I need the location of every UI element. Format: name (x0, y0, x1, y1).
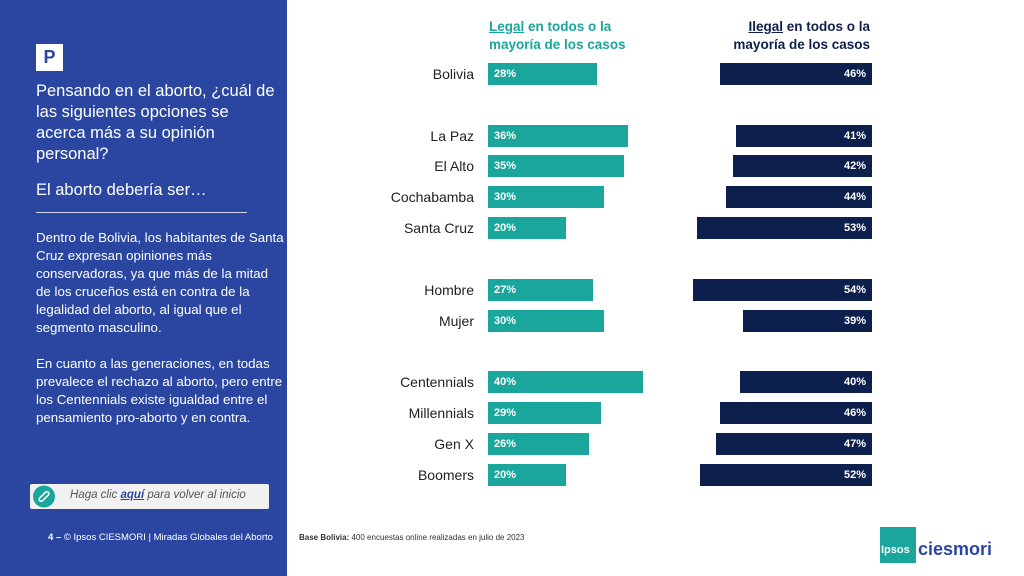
bar-ilegal (719, 402, 872, 424)
bar-legal-value: 30% (494, 191, 517, 203)
question-text: Pensando en el aborto, ¿cuál de las sigu… (36, 82, 275, 163)
bar-legal-value: 40% (494, 376, 517, 388)
link-aqui[interactable]: aquí (120, 489, 145, 501)
bar-ilegal (693, 279, 872, 301)
question-badge: P (36, 44, 63, 71)
bar-ilegal-value: 53% (843, 222, 866, 234)
bar-legal (488, 310, 605, 332)
category-label: La Paz (430, 128, 474, 144)
sidebar: P Pensando en el aborto, ¿cuál de las si… (0, 0, 287, 576)
bar-legal (488, 433, 589, 455)
bar-ilegal-value: 54% (843, 284, 866, 296)
bar-ilegal-value: 47% (843, 438, 866, 450)
logo-ciesmori-text: ciesmori (918, 539, 993, 559)
insight-paragraph-2: En cuanto a las generaciones, en todas p… (36, 356, 283, 425)
bar-legal (488, 279, 593, 301)
base-note-label: Base Bolivia: (299, 533, 350, 542)
bar-legal (488, 217, 566, 239)
bar-ilegal (732, 155, 872, 177)
legend-ilegal-word: Ilegal (748, 19, 783, 34)
legend-ilegal: Ilegal en todos o la mayoría de los caso… (696, 18, 870, 54)
category-label: Hombre (424, 282, 474, 298)
bar-legal-value: 28% (494, 68, 517, 80)
logo-ipsos-text: Ipsos (881, 544, 910, 556)
bar-ilegal (719, 63, 872, 85)
bar-ilegal (742, 310, 872, 332)
category-label: Mujer (438, 313, 474, 329)
link-prefix: Haga clic (70, 489, 121, 501)
bar-ilegal (699, 464, 872, 486)
ipsos-ciesmori-logo: Ipsos ciesmori (880, 527, 1020, 567)
category-label: Boomers (417, 467, 474, 483)
category-label: Cochabamba (390, 189, 474, 205)
bar-legal (488, 402, 601, 424)
bar-ilegal-value: 39% (843, 315, 866, 327)
bar-ilegal (716, 433, 872, 455)
legend-ilegal-rest: en todos o la mayoría de los casos (733, 19, 870, 52)
legend-legal-word: Legal (489, 19, 525, 34)
legend-legal: Legal en todos o la mayoría de los casos (489, 18, 664, 54)
bar-legal-value: 26% (494, 438, 517, 450)
bar-legal (488, 125, 628, 147)
footer-text: © Ipsos CIESMORI | Miradas Globales del … (63, 532, 273, 543)
footer: 4 – © Ipsos CIESMORI | Miradas Globales … (48, 532, 273, 543)
ipsos-logo-box: Ipsos (880, 527, 916, 563)
category-label: Centennials (400, 374, 474, 390)
bar-legal-value: 35% (494, 160, 517, 172)
link-icon (33, 485, 55, 508)
bar-legal (488, 155, 624, 177)
bar-ilegal (726, 186, 872, 208)
bar-legal-value: 20% (494, 469, 517, 481)
bar-legal-value: 29% (494, 407, 517, 419)
bar-legal-value: 20% (494, 222, 517, 234)
bar-legal (488, 186, 605, 208)
bar-legal-value: 30% (494, 315, 517, 327)
bar-legal-value: 36% (494, 130, 517, 142)
bar-legal (488, 464, 566, 486)
category-label: El Alto (434, 158, 474, 174)
bar-ilegal (736, 125, 872, 147)
bar-legal-value: 27% (494, 284, 517, 296)
bar-chart: Legal en todos o la mayoría de los casos… (290, 0, 1024, 520)
bar-ilegal-value: 46% (843, 407, 866, 419)
legend-legal-rest: en todos o la mayoría de los casos (489, 19, 626, 52)
page-number: 4 – (48, 532, 62, 543)
base-note: Base Bolivia: 400 encuestas online reali… (299, 533, 525, 542)
bar-ilegal-value: 44% (843, 191, 866, 203)
divider (36, 212, 247, 213)
sub-question-text: El aborto debería ser… (36, 181, 207, 199)
bar-ilegal-value: 42% (843, 160, 866, 172)
bar-ilegal-value: 46% (843, 68, 866, 80)
link-suffix: para volver al inicio (144, 489, 246, 501)
bar-ilegal-value: 40% (843, 376, 866, 388)
bar-legal (488, 371, 644, 393)
category-label: Gen X (434, 436, 474, 452)
category-label: Millennials (408, 405, 474, 421)
back-to-start-link[interactable]: Haga clic aquí para volver al inicio (30, 484, 269, 509)
bar-legal (488, 63, 597, 85)
bar-ilegal-value: 52% (843, 469, 866, 481)
base-note-text: 400 encuestas online realizadas en julio… (349, 533, 525, 542)
category-label: Santa Cruz (403, 220, 474, 236)
bar-ilegal (696, 217, 872, 239)
bar-ilegal (739, 371, 872, 393)
category-label: Bolivia (432, 66, 474, 82)
bar-ilegal-value: 41% (843, 130, 866, 142)
insight-paragraph-1: Dentro de Bolivia, los habitantes de San… (36, 230, 284, 335)
